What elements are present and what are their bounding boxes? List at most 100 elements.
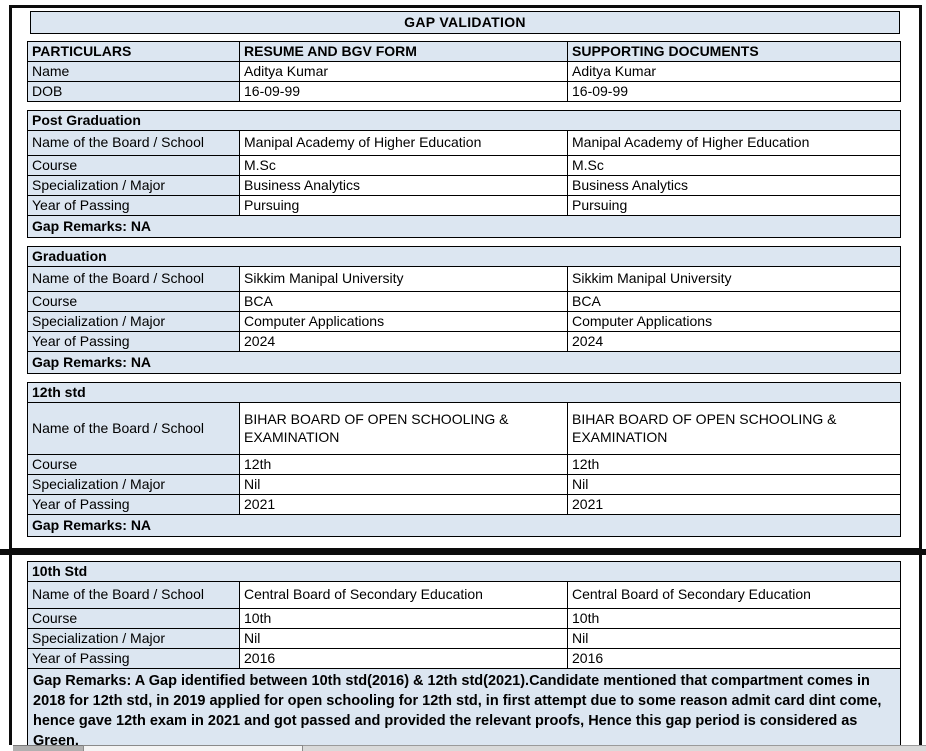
row-label-cell[interactable]: DOB <box>27 81 240 102</box>
resume-value-cell[interactable]: 12th <box>239 454 568 475</box>
section-header-row: 12th std <box>26 382 902 403</box>
resume-value-cell[interactable]: 16-09-99 <box>239 81 568 102</box>
table-row: Name of the Board / School Sikkim Manipa… <box>27 266 901 292</box>
table-row: DOB 16-09-99 16-09-99 <box>27 81 901 102</box>
sheet-tab-bar-remainder <box>303 745 926 751</box>
supporting-value-cell[interactable]: Nil <box>566 474 902 495</box>
table-row: Name Aditya Kumar Aditya Kumar <box>27 61 901 82</box>
supporting-value-cell[interactable]: 2024 <box>567 331 901 352</box>
supporting-value-cell[interactable]: 2021 <box>566 494 902 515</box>
resume-value-cell[interactable]: Pursuing <box>239 195 568 216</box>
page-break-divider <box>0 549 926 555</box>
table-row: Specialization / Major Business Analytic… <box>27 175 902 196</box>
row-label-cell[interactable]: Specialization / Major <box>27 311 240 332</box>
supporting-value-cell[interactable]: BIHAR BOARD OF OPEN SCHOOLING & EXAMINAT… <box>566 402 902 455</box>
resume-value-cell[interactable]: Computer Applications <box>239 311 568 332</box>
row-label-cell[interactable]: Name of the Board / School <box>27 402 240 455</box>
table-row: Course 12th 12th <box>27 454 902 475</box>
resume-value-cell[interactable]: 2016 <box>239 648 568 669</box>
row-label-cell[interactable]: Name of the Board / School <box>27 266 240 292</box>
table-row: Course 10th 10th <box>27 608 902 629</box>
gap-remarks-row: Gap Remarks: A Gap identified between 10… <box>26 668 902 745</box>
row-label-cell[interactable]: Year of Passing <box>27 195 240 216</box>
row-label-cell[interactable]: Course <box>27 454 240 475</box>
table-row: Name of the Board / School Manipal Acade… <box>27 130 902 156</box>
active-sheet-tab[interactable] <box>83 745 303 751</box>
gap-remarks-cell[interactable]: Gap Remarks: NA <box>26 514 902 537</box>
gap-remarks-cell[interactable]: Gap Remarks: NA <box>26 215 902 238</box>
supporting-value-cell[interactable]: 16-09-99 <box>567 81 901 102</box>
gap-remarks-cell[interactable]: Gap Remarks: A Gap identified between 10… <box>26 668 902 745</box>
row-label-cell[interactable]: Year of Passing <box>27 648 240 669</box>
resume-value-cell[interactable]: Business Analytics <box>239 175 568 196</box>
resume-value-cell[interactable]: Aditya Kumar <box>239 61 568 82</box>
row-label-cell[interactable]: Specialization / Major <box>27 628 240 649</box>
section-table-12th-std: 12th std Name of the Board / School BIHA… <box>26 382 902 537</box>
table-row: Year of Passing 2021 2021 <box>27 494 902 515</box>
supporting-value-cell[interactable]: 10th <box>566 608 902 629</box>
resume-header-cell[interactable]: RESUME AND BGV FORM <box>239 41 568 62</box>
table-row: Course M.Sc M.Sc <box>27 155 902 176</box>
row-label-cell[interactable]: Course <box>27 291 240 312</box>
resume-value-cell[interactable]: BCA <box>239 291 568 312</box>
resume-value-cell[interactable]: Nil <box>239 628 568 649</box>
supporting-value-cell[interactable]: BCA <box>567 291 901 312</box>
row-label-cell[interactable]: Name <box>27 61 240 82</box>
row-label-cell[interactable]: Name of the Board / School <box>27 130 240 156</box>
document-title: GAP VALIDATION <box>30 11 900 34</box>
gap-remarks-row: Gap Remarks: NA <box>26 215 902 238</box>
row-label-cell[interactable]: Course <box>27 155 240 176</box>
identity-table: PARTICULARS RESUME AND BGV FORM SUPPORTI… <box>27 41 901 102</box>
supporting-value-cell[interactable]: Central Board of Secondary Education <box>566 581 902 609</box>
sheet-tab-strip <box>0 745 926 751</box>
page-frame-2: 10th Std Name of the Board / School Cent… <box>9 555 922 745</box>
row-label-cell[interactable]: Course <box>27 608 240 629</box>
section-title-cell[interactable]: 12th std <box>26 382 902 403</box>
supporting-value-cell[interactable]: Sikkim Manipal University <box>567 266 901 292</box>
resume-value-cell[interactable]: Nil <box>239 474 568 495</box>
table-row: Specialization / Major Nil Nil <box>27 628 902 649</box>
resume-value-cell[interactable]: 10th <box>239 608 568 629</box>
section-header-row: 10th Std <box>26 561 902 582</box>
section-table-graduation: Graduation Name of the Board / School Si… <box>27 246 901 374</box>
gap-remarks-cell[interactable]: Gap Remarks: NA <box>27 351 901 374</box>
supporting-value-cell[interactable]: Pursuing <box>566 195 902 216</box>
particulars-header-cell[interactable]: PARTICULARS <box>27 41 240 62</box>
row-label-cell[interactable]: Specialization / Major <box>27 175 240 196</box>
supporting-header-cell[interactable]: SUPPORTING DOCUMENTS <box>567 41 901 62</box>
page-frame-1: GAP VALIDATION PARTICULARS RESUME AND BG… <box>9 5 922 551</box>
resume-value-cell[interactable]: BIHAR BOARD OF OPEN SCHOOLING & EXAMINAT… <box>239 402 568 455</box>
supporting-value-cell[interactable]: Manipal Academy of Higher Education <box>566 130 902 156</box>
row-label-cell[interactable]: Year of Passing <box>27 331 240 352</box>
resume-value-cell[interactable]: 2021 <box>239 494 568 515</box>
resume-value-cell[interactable]: 2024 <box>239 331 568 352</box>
section-table-post-graduation: Post Graduation Name of the Board / Scho… <box>26 110 902 238</box>
row-label-cell[interactable]: Year of Passing <box>27 494 240 515</box>
table-row: Specialization / Major Computer Applicat… <box>27 311 901 332</box>
table-header-row: PARTICULARS RESUME AND BGV FORM SUPPORTI… <box>27 41 901 62</box>
table-row: Name of the Board / School BIHAR BOARD O… <box>27 402 902 455</box>
section-header-row: Post Graduation <box>26 110 902 131</box>
sheet-tab-scroll-area[interactable] <box>13 745 83 751</box>
row-label-cell[interactable]: Name of the Board / School <box>27 581 240 609</box>
supporting-value-cell[interactable]: Aditya Kumar <box>567 61 901 82</box>
supporting-value-cell[interactable]: Business Analytics <box>566 175 902 196</box>
supporting-value-cell[interactable]: Computer Applications <box>567 311 901 332</box>
row-label-cell[interactable]: Specialization / Major <box>27 474 240 495</box>
table-row: Year of Passing Pursuing Pursuing <box>27 195 902 216</box>
resume-value-cell[interactable]: Sikkim Manipal University <box>239 266 568 292</box>
gap-remarks-row: Gap Remarks: NA <box>26 514 902 537</box>
supporting-value-cell[interactable]: M.Sc <box>566 155 902 176</box>
supporting-value-cell[interactable]: Nil <box>566 628 902 649</box>
section-title-cell[interactable]: 10th Std <box>26 561 902 582</box>
table-row: Year of Passing 2016 2016 <box>27 648 902 669</box>
resume-value-cell[interactable]: M.Sc <box>239 155 568 176</box>
supporting-value-cell[interactable]: 12th <box>566 454 902 475</box>
section-title-cell[interactable]: Graduation <box>27 246 901 267</box>
resume-value-cell[interactable]: Manipal Academy of Higher Education <box>239 130 568 156</box>
section-title-cell[interactable]: Post Graduation <box>26 110 902 131</box>
section-table-10th-std: 10th Std Name of the Board / School Cent… <box>26 561 902 745</box>
resume-value-cell[interactable]: Central Board of Secondary Education <box>239 581 568 609</box>
supporting-value-cell[interactable]: 2016 <box>566 648 902 669</box>
